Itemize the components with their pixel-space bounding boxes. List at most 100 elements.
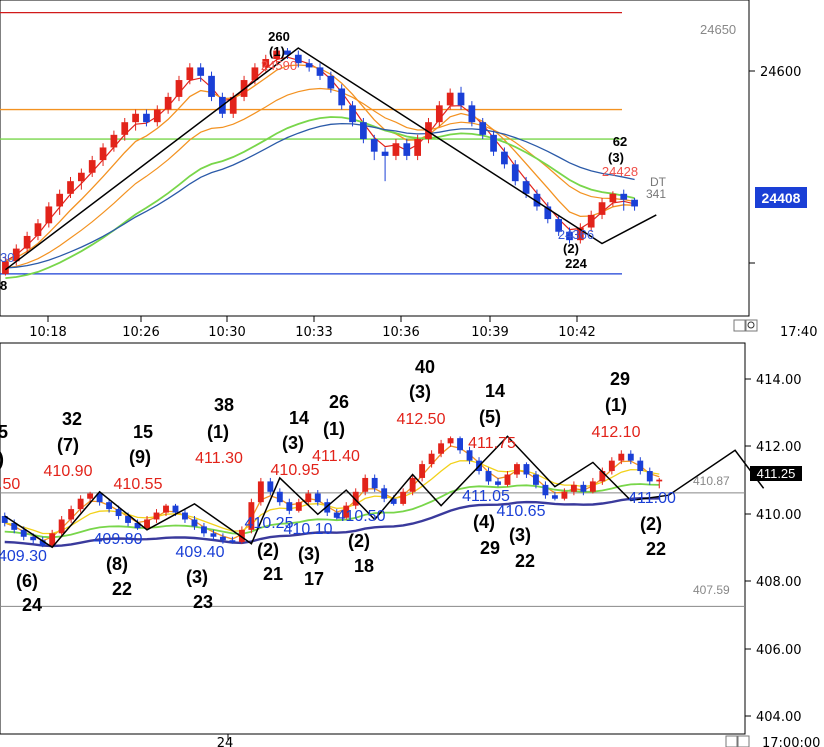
candle-body: [566, 231, 573, 241]
candle-body: [446, 92, 454, 106]
candle-body: [522, 181, 530, 194]
annot-b-2: .50: [0, 476, 20, 493]
candle-body: [403, 143, 411, 156]
zoom-out-icon[interactable]: [733, 319, 746, 332]
bottom-candles: [1, 436, 663, 548]
annot-b-49: (1): [605, 395, 627, 415]
candle-body: [352, 491, 359, 506]
candle-body: [99, 147, 107, 161]
annot-top-wave3: (3): [608, 150, 624, 165]
candle-body: [115, 509, 122, 517]
candle-body: [284, 50, 291, 55]
annot-b-50: 412.10: [592, 424, 641, 441]
candle-body: [229, 540, 236, 542]
candle-body: [400, 491, 407, 504]
candle-body: [208, 75, 215, 97]
annot-b-37: (3): [409, 382, 431, 402]
candle-body: [96, 493, 103, 503]
candle-body: [589, 481, 596, 492]
candle-body: [305, 63, 313, 68]
candle-body: [390, 498, 397, 504]
candle-body: [87, 493, 94, 499]
annot-top-224: 224: [565, 256, 587, 271]
annot-b-40: (5): [479, 407, 501, 427]
annot-b-48: 29: [610, 369, 630, 389]
annot-b-44: 29: [480, 538, 500, 558]
candle-body: [294, 54, 302, 64]
annot-b-32: 17: [304, 569, 324, 589]
top-last-price-box: [755, 187, 807, 208]
candle-body: [143, 113, 150, 123]
candle-body: [191, 519, 198, 527]
top-x-axis: 10:18 10:26 10:30 10:33 10:36 10:39 10:4…: [29, 316, 817, 340]
candle-body: [598, 202, 606, 215]
candle-body: [656, 479, 663, 482]
candle-body: [134, 522, 141, 529]
annot-top-24590: 24590: [261, 58, 297, 73]
bottom-y-axis: 414.00 412.00 410.00 408.00 406.00 404.0…: [745, 373, 802, 725]
annot-b-0: 5: [0, 422, 8, 442]
bot-ytick-414: 414.00: [756, 373, 802, 388]
candle-body: [457, 438, 463, 451]
zigzag-line: [4, 47, 657, 271]
top-xtick-1740: 17:40: [780, 325, 817, 340]
candle-body: [419, 464, 426, 478]
candle-body: [435, 105, 443, 123]
zoom-out-icon[interactable]: [725, 735, 738, 747]
candle-body: [121, 122, 129, 135]
candle-body: [409, 477, 416, 492]
candle-body: [23, 235, 31, 249]
candle-body: [479, 122, 487, 135]
annot-b-33: 410.50: [337, 508, 386, 525]
candle-body: [110, 134, 118, 148]
bot-label-40759: 407.59: [693, 583, 730, 597]
candle-body: [20, 529, 27, 537]
candle-body: [314, 493, 321, 503]
zoom-in-icon[interactable]: [745, 319, 758, 332]
candle-body: [267, 481, 274, 492]
annot-top-30: 30: [0, 250, 14, 265]
candle-body: [561, 491, 568, 499]
candle-body: [163, 505, 169, 513]
candle-body: [438, 443, 445, 454]
candle-body: [276, 491, 283, 503]
candle-body: [210, 533, 217, 537]
candle-body: [646, 471, 653, 482]
bot-ytick-406: 406.00: [756, 643, 802, 658]
moving-average-30: [5, 122, 635, 269]
candle-body: [504, 474, 511, 485]
candle-body: [501, 151, 508, 165]
candle-body: [551, 495, 558, 499]
zigzag-line: [4, 435, 765, 549]
candle-body: [125, 516, 131, 523]
bot-ytick-408: 408.00: [756, 575, 802, 590]
candle-body: [414, 139, 421, 156]
annot-b-18: 409.40: [176, 544, 225, 561]
zoom-in-icon[interactable]: [737, 735, 750, 747]
annot-b-29: 411.40: [312, 448, 360, 465]
top-last-price-label: 24408: [762, 190, 801, 206]
annot-b-14: 22: [112, 579, 132, 599]
candle-body: [523, 464, 530, 475]
top-candles: [2, 48, 638, 276]
candle-body: [197, 67, 205, 76]
moving-average-3: [4, 445, 660, 542]
top-zoom-controls[interactable]: [733, 319, 758, 332]
annot-b-52: (2): [640, 514, 662, 534]
annot-b-6: 32: [62, 409, 82, 429]
bottom-horizontal-lines: [0, 492, 745, 607]
annot-b-4: (6): [16, 571, 38, 591]
candle-body: [295, 502, 302, 511]
annot-top-wave1: (1): [269, 44, 285, 59]
annot-b-24: 410.25: [245, 515, 294, 532]
annot-b-8: 410.90: [44, 463, 93, 480]
candle-body: [39, 540, 46, 546]
candle-body: [620, 193, 628, 200]
annot-top-8: 8: [0, 278, 7, 293]
annot-b-27: 26: [329, 392, 349, 412]
annot-b-45: 410.65: [497, 503, 546, 520]
bottom-zoom-controls[interactable]: [725, 735, 750, 747]
candle-body: [599, 471, 606, 482]
candle-body: [153, 512, 160, 520]
annot-b-1: ): [0, 449, 4, 469]
